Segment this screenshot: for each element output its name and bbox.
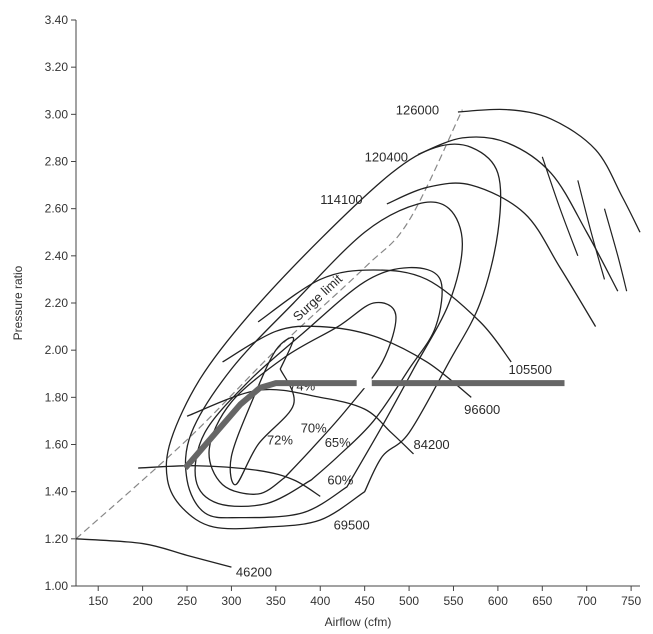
efficiency-island — [165, 143, 502, 530]
x-tick-label: 400 — [310, 594, 330, 608]
speed-line-label: 84200 — [414, 437, 450, 452]
x-tick-label: 700 — [577, 594, 597, 608]
chart-axes — [75, 20, 640, 587]
speed-line-label: 105500 — [509, 362, 552, 377]
operating-line-gap — [356, 378, 372, 389]
operating-line — [182, 378, 565, 471]
speed-line — [257, 269, 512, 363]
y-tick-label: 3.40 — [45, 13, 69, 27]
speed-line-segment — [603, 208, 628, 292]
speed-line — [138, 465, 321, 497]
x-tick-label: 550 — [443, 594, 463, 608]
y-tick-label: 1.00 — [45, 579, 69, 593]
speed-line-label: 120400 — [365, 150, 408, 165]
y-tick-label: 1.80 — [45, 390, 69, 404]
speed-line — [186, 388, 414, 455]
speed-line-label: 126000 — [396, 102, 439, 117]
y-tick-label: 1.60 — [45, 438, 69, 452]
y-tick-label: 2.40 — [45, 249, 69, 263]
speed-line-label: 114100 — [320, 192, 362, 207]
x-tick-label: 200 — [133, 594, 153, 608]
x-tick-label: 150 — [88, 594, 108, 608]
efficiency-islands: 74%72%70%65%60% — [165, 143, 502, 530]
x-tick-label: 250 — [177, 594, 197, 608]
y-tick-label: 2.60 — [45, 202, 69, 216]
y-tick-label: 1.40 — [45, 485, 69, 499]
efficiency-label: 65% — [325, 435, 351, 450]
efficiency-island — [229, 336, 295, 486]
efficiency-label: 72% — [267, 433, 293, 448]
speed-line — [75, 538, 232, 568]
speed-line-segment — [577, 180, 606, 280]
surge-limit-line: Surge limit — [75, 109, 463, 540]
y-tick-label: 3.20 — [45, 60, 69, 74]
y-tick-label: 2.80 — [45, 155, 69, 169]
efficiency-island — [208, 301, 397, 495]
efficiency-island — [184, 201, 464, 519]
y-axis-ticks: 1.00 1.20 1.40 1.60 1.80 2.00 2.20 2.40 2.60 2.80… — [45, 13, 76, 593]
efficiency-label: 60% — [327, 473, 353, 488]
speed-line — [417, 136, 619, 292]
y-tick-label: 2.00 — [45, 343, 69, 357]
speed-lines: 46200 69500 84200 96600 105500 114100 120400 12… — [75, 102, 641, 580]
y-tick-label: 3.00 — [45, 107, 69, 121]
speed-line-ticks — [541, 156, 628, 292]
y-axis-title: Pressure ratio — [11, 265, 25, 340]
speed-line — [386, 182, 597, 327]
surge-limit-curve — [75, 109, 463, 540]
speed-line-label: 96600 — [464, 402, 500, 417]
efficiency-island — [194, 266, 443, 508]
operating-line-path — [182, 380, 565, 471]
x-tick-label: 500 — [399, 594, 419, 608]
x-axis-ticks: 150 200 250 300 350 400 450 500 550 600 650 700 750 — [88, 586, 641, 608]
speed-line-label: 69500 — [334, 517, 370, 532]
speed-line — [222, 325, 472, 398]
y-tick-label: 2.20 — [45, 296, 69, 310]
x-axis-title: Airflow (cfm) — [325, 615, 392, 629]
x-tick-label: 350 — [266, 594, 286, 608]
y-tick-label: 1.20 — [45, 532, 69, 546]
speed-line-segment — [541, 156, 579, 257]
x-tick-label: 450 — [355, 594, 375, 608]
x-tick-label: 650 — [532, 594, 552, 608]
x-tick-label: 600 — [488, 594, 508, 608]
speed-line — [457, 108, 641, 233]
x-tick-label: 750 — [621, 594, 641, 608]
x-tick-label: 300 — [221, 594, 241, 608]
speed-line-label: 46200 — [236, 565, 272, 580]
efficiency-label: 70% — [301, 421, 327, 436]
